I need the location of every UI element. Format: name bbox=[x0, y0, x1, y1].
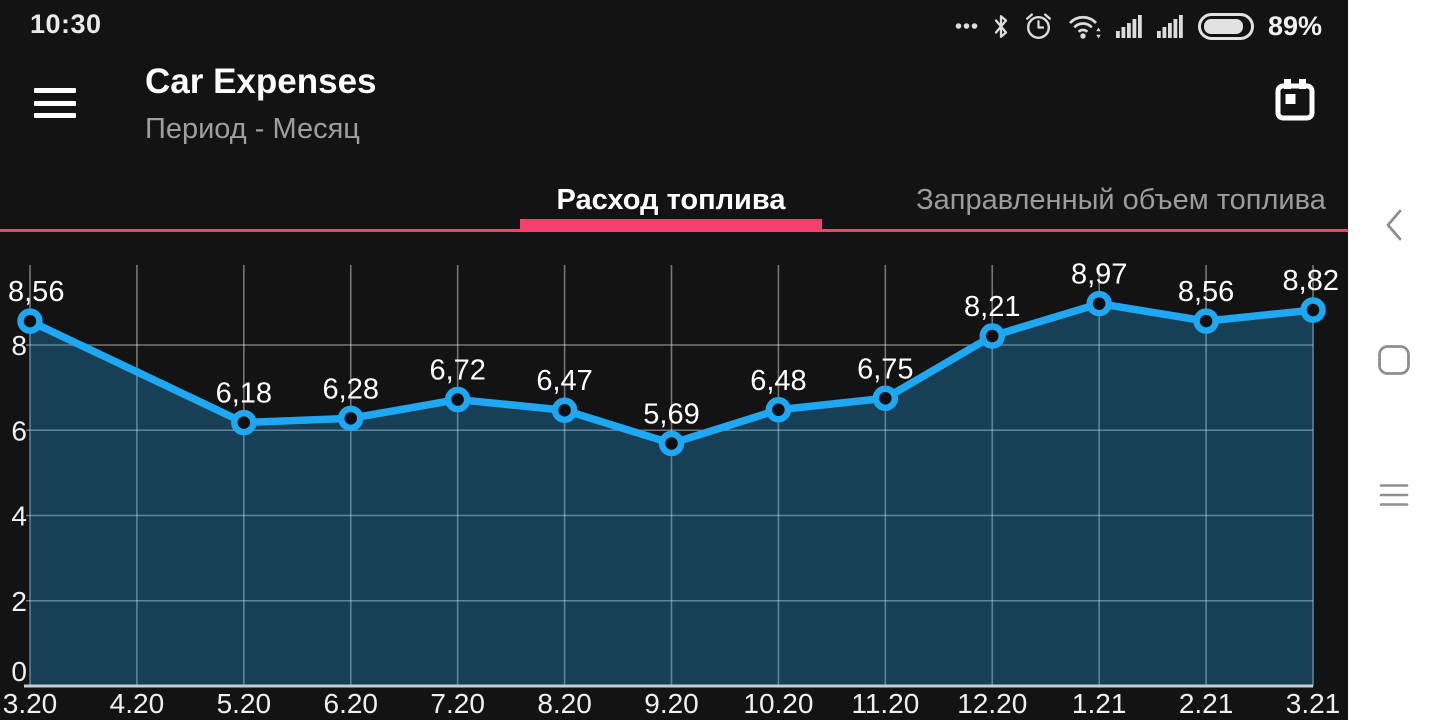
clock-text: 10:30 bbox=[30, 9, 102, 39]
chart-canvas: 8,56 6,18 6,28 6,72 6,47 5,69 6,48 6,75 8,21 8,97… bbox=[3, 259, 1341, 719]
recents-button[interactable] bbox=[1348, 455, 1440, 535]
data-point[interactable] bbox=[765, 397, 792, 423]
data-point-label: 8,56 bbox=[1178, 276, 1234, 308]
wifi-icon bbox=[1068, 15, 1101, 39]
data-point[interactable] bbox=[1193, 308, 1219, 334]
y-tick-label: 0 bbox=[11, 656, 27, 687]
cell-signal-icon-sim2 bbox=[1156, 15, 1183, 38]
menu-icon[interactable] bbox=[34, 88, 76, 118]
active-tab-indicator bbox=[520, 219, 822, 229]
x-tick-label: 12.20 bbox=[957, 688, 1027, 719]
ellipsis-icon bbox=[955, 23, 978, 29]
area-fill bbox=[30, 303, 1313, 686]
recents-menu-icon bbox=[1379, 484, 1409, 506]
x-tick-label: 3.20 bbox=[3, 688, 58, 719]
home-square-icon bbox=[1378, 345, 1410, 375]
data-point[interactable] bbox=[1086, 290, 1112, 317]
data-point[interactable] bbox=[231, 409, 257, 436]
battery-percent-text: 89% bbox=[1267, 10, 1322, 41]
data-point[interactable] bbox=[551, 397, 578, 423]
y-tick-label: 6 bbox=[11, 415, 27, 446]
data-point[interactable] bbox=[17, 308, 43, 334]
data-point-label: 8,56 bbox=[8, 276, 64, 308]
back-button[interactable] bbox=[1348, 185, 1440, 265]
x-tick-label: 3.21 bbox=[1286, 688, 1341, 719]
data-point-label: 8,21 bbox=[964, 291, 1020, 323]
alarm-clock-icon bbox=[1025, 12, 1051, 39]
tab-fuel-consumption[interactable]: Расход топлива bbox=[556, 184, 786, 216]
page-subtitle: Период - Месяц bbox=[145, 113, 360, 145]
status-icon-tray: 89% bbox=[955, 0, 1322, 52]
x-tick-label: 6.20 bbox=[324, 688, 379, 719]
x-tick-label: 4.20 bbox=[110, 688, 165, 719]
bluetooth-icon bbox=[994, 14, 1008, 38]
data-point-label: 6,72 bbox=[429, 355, 485, 387]
data-point-label: 8,82 bbox=[1283, 265, 1339, 297]
chevron-left-icon bbox=[1386, 209, 1402, 241]
data-point-label: 8,97 bbox=[1071, 259, 1127, 291]
status-bar: 10:30 bbox=[0, 0, 1348, 50]
data-point-label: 6,28 bbox=[323, 373, 379, 405]
x-tick-label: 2.21 bbox=[1179, 688, 1234, 719]
tab-refueled-volume[interactable]: Заправленный объем топлива bbox=[916, 184, 1326, 216]
x-tick-label: 1.21 bbox=[1072, 688, 1127, 719]
x-tick-label: 7.20 bbox=[430, 688, 485, 719]
battery-icon bbox=[1197, 12, 1254, 40]
calendar-icon[interactable] bbox=[1274, 78, 1316, 124]
x-tick-label: 9.20 bbox=[644, 688, 699, 719]
data-point[interactable] bbox=[338, 405, 364, 432]
x-tick-label: 8.20 bbox=[537, 688, 592, 719]
menu-bar bbox=[34, 100, 76, 106]
data-point-label: 5,69 bbox=[643, 398, 699, 430]
x-tick-label: 5.20 bbox=[217, 688, 272, 719]
navigation-bar bbox=[1348, 0, 1440, 720]
x-tick-label: 11.20 bbox=[851, 688, 919, 719]
data-point-label: 6,48 bbox=[750, 365, 806, 397]
data-point[interactable] bbox=[1300, 297, 1326, 323]
y-tick-label: 8 bbox=[11, 330, 27, 361]
menu-bar bbox=[34, 113, 76, 118]
data-point-label: 6,75 bbox=[857, 353, 913, 385]
data-point[interactable] bbox=[979, 323, 1005, 349]
data-point-label: 6,47 bbox=[536, 365, 592, 397]
battery-fill-level bbox=[1203, 18, 1244, 34]
series-line bbox=[26, 299, 1317, 448]
data-point[interactable] bbox=[872, 385, 899, 412]
page-title: Car Expenses bbox=[145, 62, 377, 101]
cell-signal-icon-sim1 bbox=[1115, 15, 1142, 38]
menu-bar bbox=[34, 88, 76, 93]
data-point-label: 6,18 bbox=[216, 378, 272, 410]
y-tick-label: 2 bbox=[11, 586, 27, 617]
data-point[interactable] bbox=[444, 386, 471, 413]
x-tick-label: 10.20 bbox=[743, 688, 813, 719]
fuel-consumption-chart: 8,56 6,18 6,28 6,72 6,47 5,69 6,48 6,75 8,21 8,97… bbox=[0, 240, 1348, 720]
tab-divider-line bbox=[0, 229, 1348, 232]
data-point[interactable] bbox=[658, 430, 685, 457]
y-tick-label: 4 bbox=[11, 501, 27, 532]
home-button[interactable] bbox=[1348, 320, 1440, 400]
